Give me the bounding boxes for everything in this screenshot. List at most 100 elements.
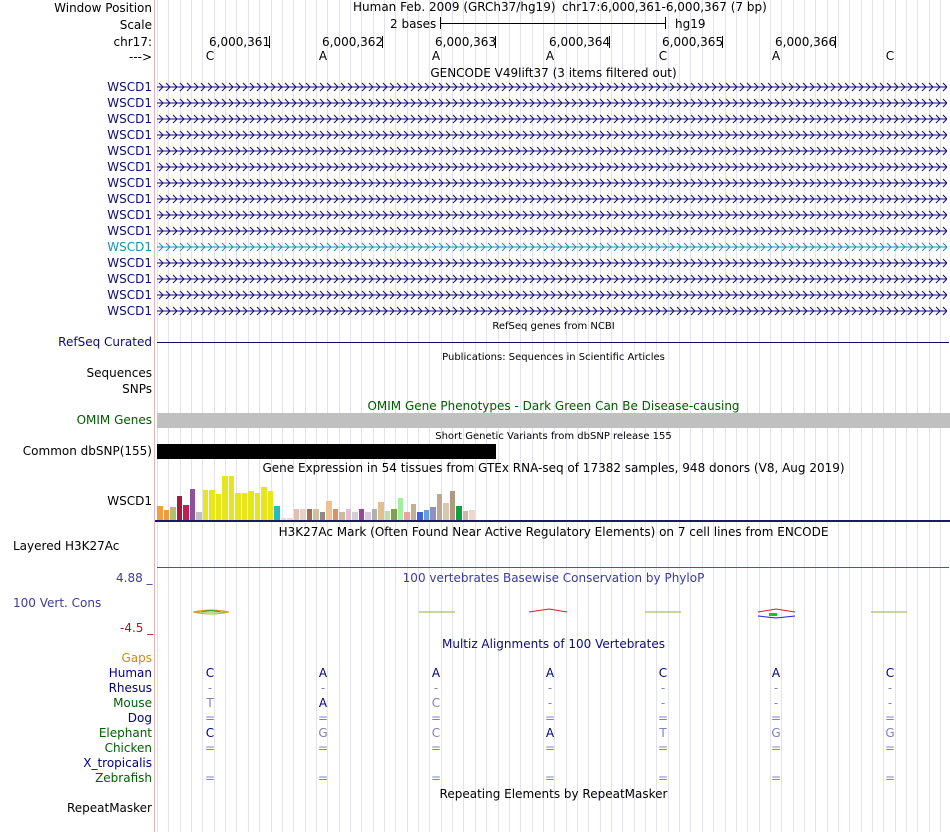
conservation-title[interactable]: 100 vertebrates Basewise Conservation by…: [402, 571, 705, 585]
gencode-transcript-line[interactable]: [157, 242, 947, 252]
dbsnp-title[interactable]: Short Genetic Variants from dbSNP releas…: [435, 431, 672, 442]
gencode-transcript-line[interactable]: [157, 82, 947, 92]
gtex-tissue-bar[interactable]: [436, 494, 443, 520]
gtex-tissue-bar[interactable]: [183, 505, 189, 520]
gencode-transcript-label[interactable]: WSCD1: [107, 208, 152, 222]
gtex-tissue-bar[interactable]: [254, 493, 261, 520]
gtex-tissue-bar[interactable]: [261, 487, 267, 520]
gencode-transcript-line[interactable]: [157, 194, 947, 204]
multiz-species-label[interactable]: Zebrafish: [95, 771, 152, 785]
gtex-tissue-bar[interactable]: [274, 506, 280, 520]
gencode-transcript-line[interactable]: [157, 306, 947, 316]
conservation-plot[interactable]: [155, 600, 950, 624]
gtex-tissue-bar[interactable]: [332, 509, 339, 520]
refseq-label[interactable]: RefSeq Curated: [58, 335, 152, 349]
dbsnp-label[interactable]: Common dbSNP(155): [22, 444, 152, 458]
gtex-tissue-bar[interactable]: [202, 490, 209, 520]
gtex-tissue-bar[interactable]: [196, 512, 202, 520]
gtex-label[interactable]: WSCD1: [107, 494, 152, 508]
repeatmasker-label[interactable]: RepeatMasker: [66, 801, 152, 815]
gtex-tissue-bar[interactable]: [378, 502, 384, 520]
gtex-tissue-bar[interactable]: [293, 509, 300, 520]
publications-title[interactable]: Publications: Sequences in Scientific Ar…: [442, 352, 665, 363]
gtex-tissue-bar[interactable]: [189, 489, 196, 520]
gtex-tissue-bar[interactable]: [326, 501, 332, 520]
gtex-tissue-bar[interactable]: [280, 518, 287, 520]
multiz-species-label[interactable]: Human: [108, 666, 152, 680]
refseq-title[interactable]: RefSeq genes from NCBI: [492, 321, 615, 332]
gtex-tissue-bar[interactable]: [365, 512, 371, 520]
gencode-transcript-label[interactable]: WSCD1: [107, 128, 152, 142]
gtex-tissue-bar[interactable]: [358, 509, 365, 520]
gencode-transcript-line[interactable]: [157, 178, 947, 188]
gencode-transcript-line[interactable]: [157, 210, 947, 220]
h3k27ac-title[interactable]: H3K27Ac Mark (Often Found Near Active Re…: [278, 525, 829, 539]
gtex-tissue-bar[interactable]: [345, 509, 352, 520]
gtex-tissue-bar[interactable]: [417, 512, 423, 520]
publications-snps-label[interactable]: SNPs: [122, 382, 152, 396]
gencode-transcript-line[interactable]: [157, 274, 947, 284]
gtex-tissue-bar[interactable]: [339, 512, 345, 520]
gencode-title[interactable]: GENCODE V49lift37 (3 items filtered out): [430, 66, 677, 80]
gtex-expression-chart[interactable]: [157, 476, 537, 520]
conservation-label[interactable]: 100 Vert. Cons: [13, 596, 102, 610]
multiz-species-label[interactable]: Chicken: [104, 741, 152, 755]
gencode-transcript-label[interactable]: WSCD1: [107, 80, 152, 94]
gtex-tissue-bar[interactable]: [391, 509, 397, 520]
gtex-tissue-bar[interactable]: [157, 506, 163, 520]
gtex-tissue-bar[interactable]: [300, 509, 306, 520]
gtex-tissue-bar[interactable]: [235, 493, 241, 520]
gtex-tissue-bar[interactable]: [215, 494, 222, 520]
publications-sequences-label[interactable]: Sequences: [86, 366, 152, 380]
omim-label[interactable]: OMIM Genes: [76, 413, 152, 427]
gtex-tissue-bar[interactable]: [287, 518, 293, 520]
omim-phenotype-bar[interactable]: [157, 413, 950, 428]
gencode-transcript-line[interactable]: [157, 130, 947, 140]
gtex-tissue-bar[interactable]: [248, 491, 254, 520]
multiz-title[interactable]: Multiz Alignments of 100 Vertebrates: [441, 637, 666, 651]
gencode-transcript-line[interactable]: [157, 258, 947, 268]
gencode-transcript-label[interactable]: WSCD1: [107, 240, 152, 254]
gtex-tissue-bar[interactable]: [462, 511, 469, 520]
gtex-tissue-bar[interactable]: [410, 504, 417, 520]
gencode-transcript-line[interactable]: [157, 226, 947, 236]
gencode-transcript-label[interactable]: WSCD1: [107, 160, 152, 174]
gencode-transcript-label[interactable]: WSCD1: [107, 304, 152, 318]
gtex-tissue-bar[interactable]: [176, 496, 183, 520]
gtex-tissue-bar[interactable]: [222, 476, 228, 520]
gencode-transcript-line[interactable]: [157, 162, 947, 172]
gtex-tissue-bar[interactable]: [384, 511, 391, 520]
gtex-tissue-bar[interactable]: [371, 509, 378, 520]
gencode-transcript-label[interactable]: WSCD1: [107, 96, 152, 110]
omim-title[interactable]: OMIM Gene Phenotypes - Dark Green Can Be…: [367, 399, 740, 413]
gtex-tissue-bar[interactable]: [306, 509, 313, 520]
gtex-tissue-bar[interactable]: [319, 512, 326, 520]
gtex-tissue-bar[interactable]: [430, 507, 436, 520]
gencode-transcript-line[interactable]: [157, 98, 947, 108]
dbsnp-variant-bar[interactable]: [157, 444, 496, 459]
gencode-transcript-label[interactable]: WSCD1: [107, 176, 152, 190]
multiz-species-label[interactable]: X_tropicalis: [83, 756, 152, 770]
gtex-tissue-bar[interactable]: [456, 506, 462, 520]
gtex-tissue-bar[interactable]: [449, 491, 456, 520]
gencode-transcript-label[interactable]: WSCD1: [107, 112, 152, 126]
gtex-tissue-bar[interactable]: [313, 509, 319, 520]
gtex-tissue-bar[interactable]: [170, 507, 176, 520]
multiz-species-label[interactable]: Elephant: [98, 726, 152, 740]
gtex-tissue-bar[interactable]: [228, 476, 235, 520]
gtex-tissue-bar[interactable]: [163, 510, 170, 520]
gencode-transcript-label[interactable]: WSCD1: [107, 224, 152, 238]
gencode-transcript-line[interactable]: [157, 290, 947, 300]
gtex-tissue-bar[interactable]: [241, 493, 248, 520]
gtex-tissue-bar[interactable]: [352, 512, 358, 520]
gencode-transcript-label[interactable]: WSCD1: [107, 256, 152, 270]
gtex-tissue-bar[interactable]: [404, 512, 410, 520]
gencode-transcript-label[interactable]: WSCD1: [107, 144, 152, 158]
multiz-species-label[interactable]: Dog: [127, 711, 152, 725]
gtex-tissue-bar[interactable]: [423, 510, 430, 520]
gencode-transcript-label[interactable]: WSCD1: [107, 192, 152, 206]
gtex-tissue-bar[interactable]: [397, 498, 404, 520]
multiz-species-label[interactable]: Mouse: [113, 696, 152, 710]
refseq-gene-line[interactable]: [157, 342, 949, 343]
multiz-species-label[interactable]: Rhesus: [108, 681, 152, 695]
